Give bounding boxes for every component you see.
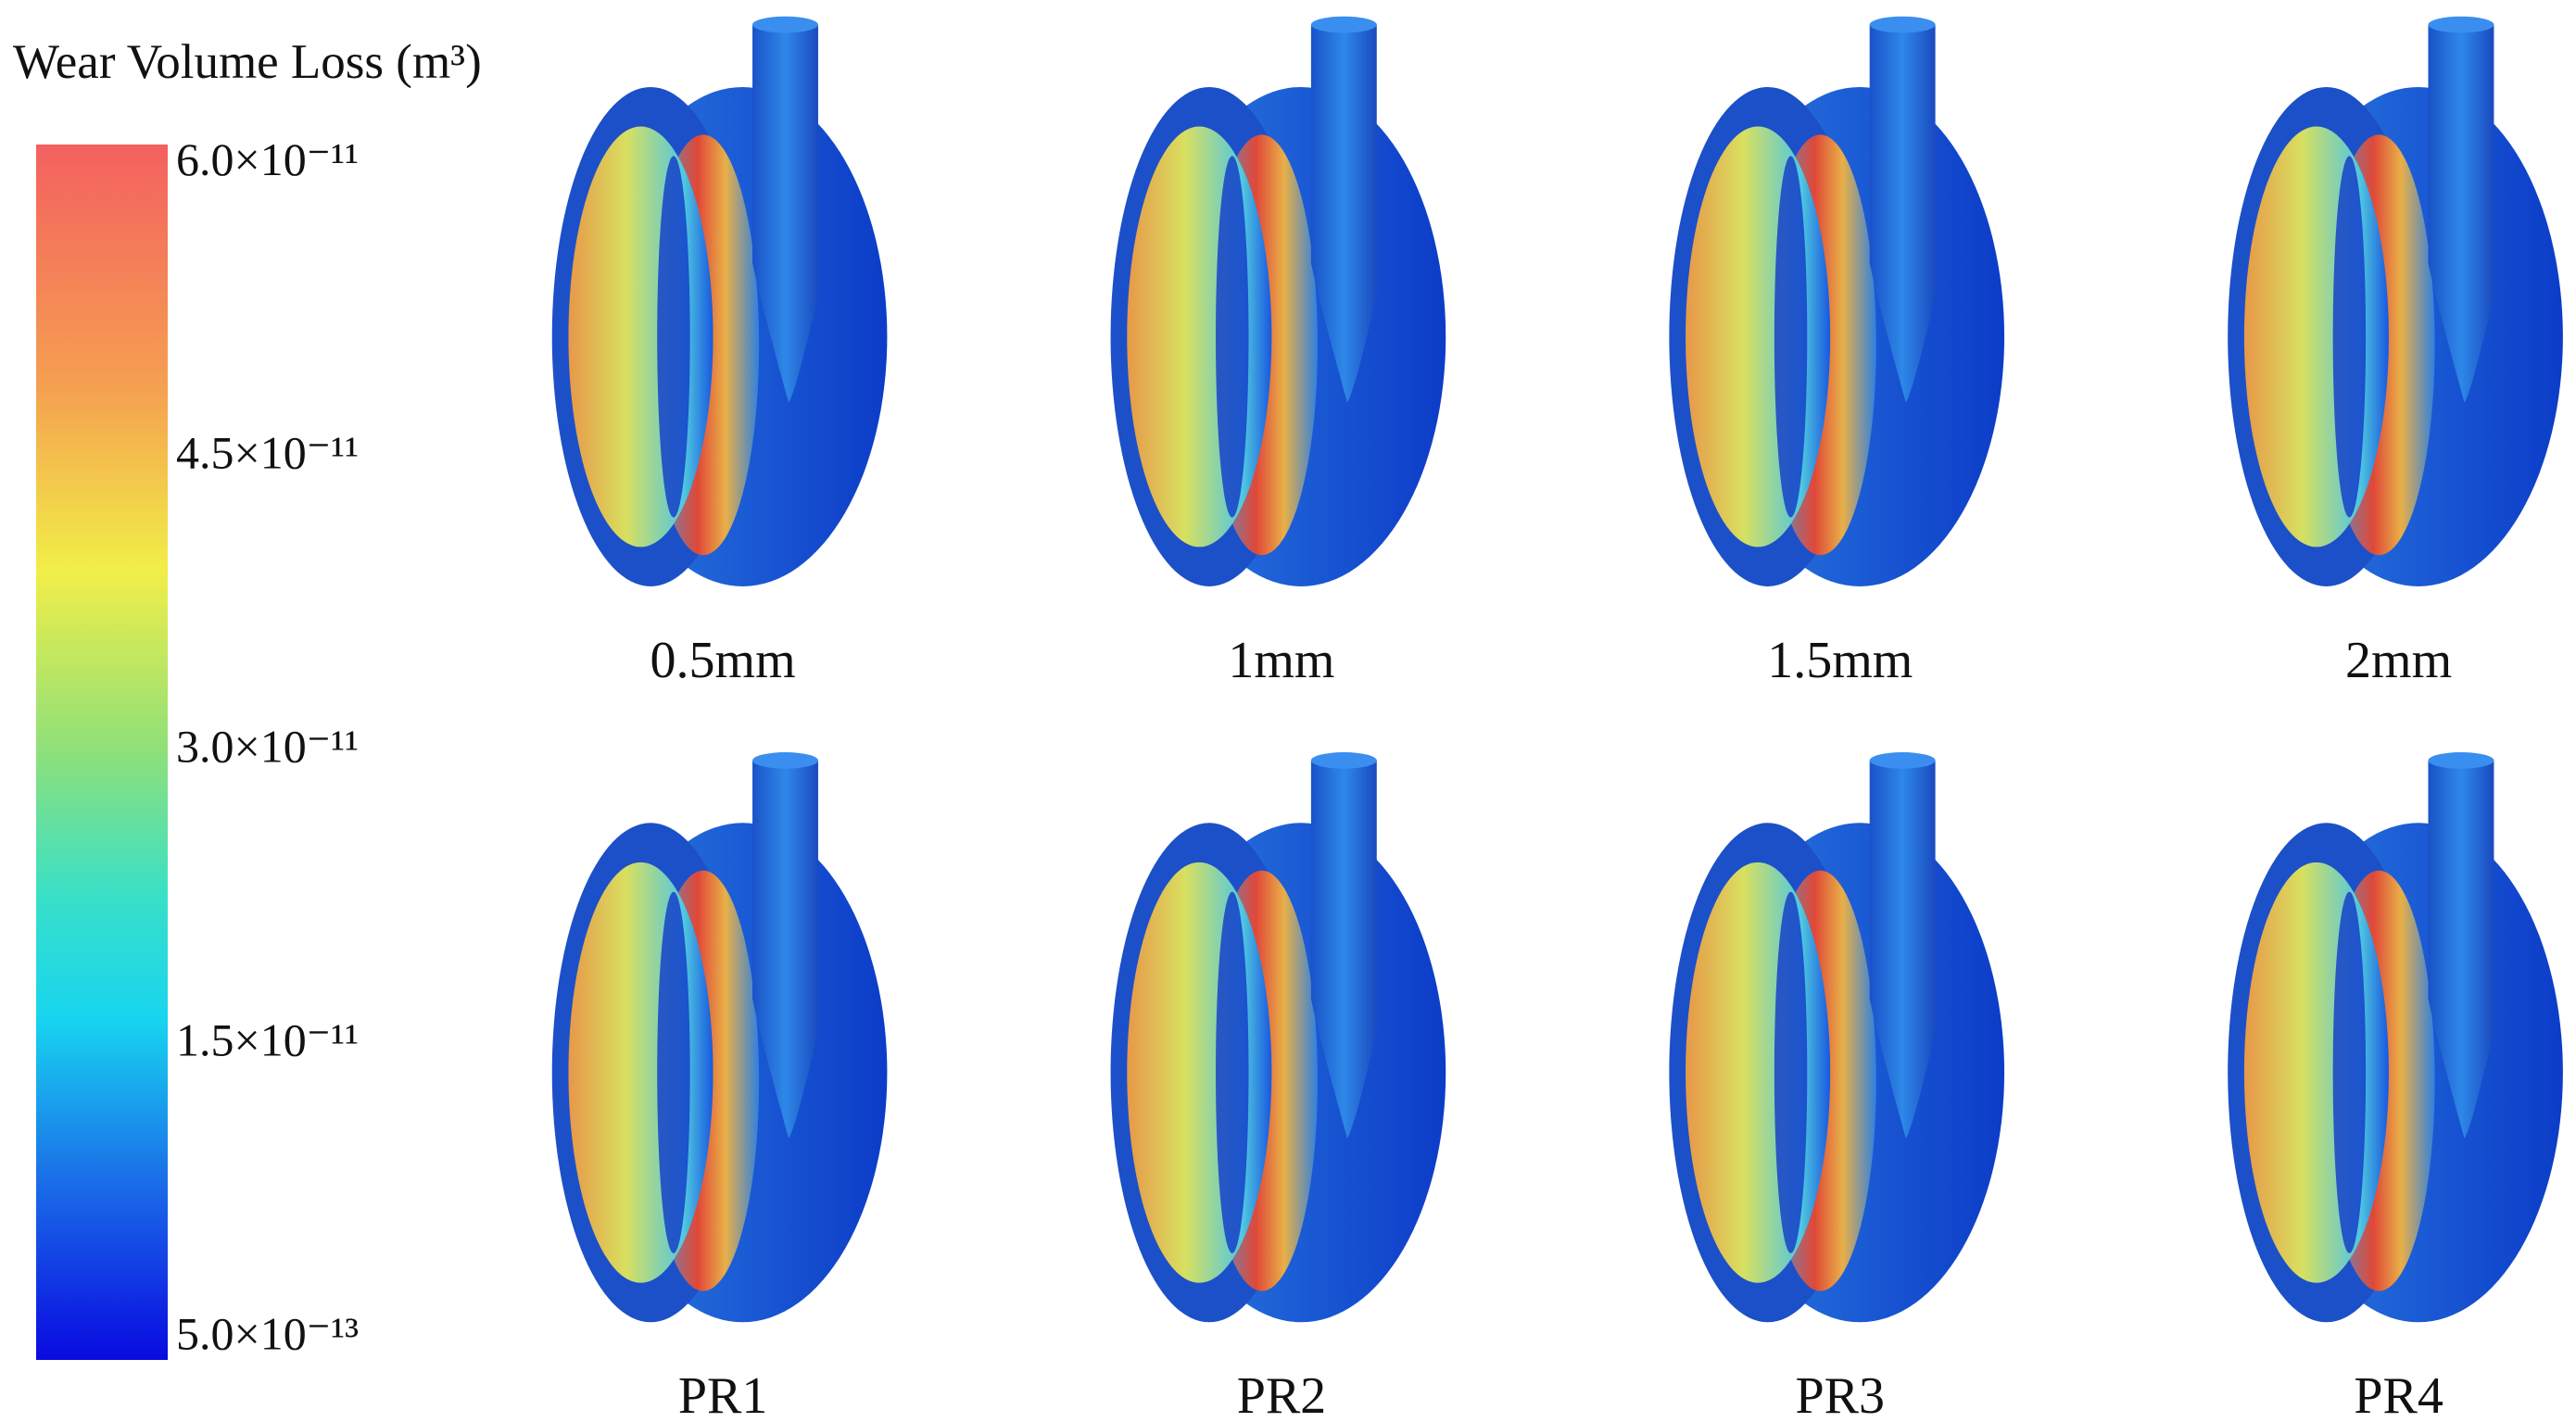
outlet-pipe	[1310, 24, 1377, 403]
outlet-pipe-top	[1310, 752, 1377, 769]
outlet-pipe	[1869, 760, 1936, 1139]
colorbar-tick-label: 1.5×10⁻¹¹	[176, 1014, 359, 1066]
outlet-pipe	[1310, 760, 1377, 1139]
outlet-pipe	[752, 760, 818, 1139]
volute-hole	[657, 156, 690, 518]
volute-inner-face	[1686, 126, 1831, 547]
outlet-pipe-top	[752, 752, 818, 769]
volute-hole	[657, 891, 690, 1253]
volute-hole	[1216, 156, 1249, 518]
volute-hole	[2332, 156, 2367, 518]
outlet-pipe-top	[1869, 16, 1936, 33]
volute-inner-face	[1686, 862, 1831, 1283]
volute-inner-face	[568, 126, 713, 547]
colorbar	[36, 145, 168, 1360]
volute-inner-face	[2243, 126, 2389, 547]
outlet-pipe-top	[1869, 752, 1936, 769]
volute-panel	[551, 752, 888, 1323]
colorbar-tick-label: 4.5×10⁻¹¹	[176, 427, 359, 479]
volute-panel	[2228, 752, 2563, 1323]
volute-panel	[1110, 752, 1446, 1323]
outlet-pipe	[2428, 760, 2494, 1139]
panel-label: PR3	[1796, 1367, 1886, 1422]
volute-panel	[1669, 752, 2005, 1323]
colorbar-tick-label: 6.0×10⁻¹¹	[176, 133, 359, 185]
colorbar-tick-label: 5.0×10⁻¹³	[176, 1307, 359, 1359]
volute-panel	[551, 16, 888, 586]
panel-label: PR4	[2354, 1367, 2443, 1422]
volute-inner-face	[1127, 126, 1272, 547]
volute-panel	[1669, 16, 2005, 586]
volute-panel	[1110, 16, 1446, 586]
volute-hole	[2332, 891, 2367, 1253]
volute-hole	[1216, 891, 1249, 1253]
outlet-pipe	[2428, 24, 2494, 403]
outlet-pipe-top	[2428, 16, 2494, 33]
panel-label: PR1	[678, 1367, 768, 1422]
colorbar-title: Wear Volume Loss (m³)	[13, 35, 482, 89]
volute-hole	[1774, 156, 1808, 518]
panel-label: 1.5mm	[1767, 632, 1913, 689]
panel-label: 0.5mm	[650, 632, 796, 689]
outlet-pipe-top	[2428, 752, 2494, 769]
volute-hole	[1774, 891, 1808, 1253]
volute-inner-face	[2243, 862, 2389, 1283]
outlet-pipe-top	[752, 16, 818, 33]
panel-label: PR2	[1237, 1367, 1327, 1422]
colorbar-tick-label: 3.0×10⁻¹¹	[176, 721, 359, 773]
outlet-pipe-top	[1310, 16, 1377, 33]
volute-panel	[2228, 16, 2563, 586]
panel-label: 2mm	[2345, 632, 2452, 689]
outlet-pipe	[1869, 24, 1936, 403]
volute-inner-face	[1127, 862, 1272, 1283]
outlet-pipe	[752, 24, 818, 403]
volute-inner-face	[568, 862, 713, 1283]
panel-label: 1mm	[1228, 632, 1334, 689]
